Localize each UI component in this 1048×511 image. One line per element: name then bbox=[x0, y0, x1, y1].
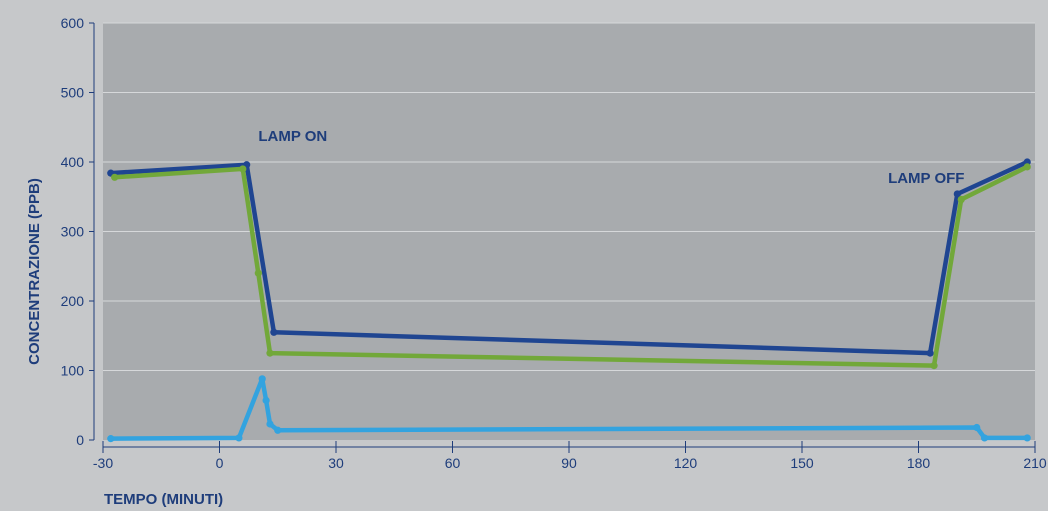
y-tick-label-300: 300 bbox=[61, 224, 85, 240]
x-tick-label--30: -30 bbox=[93, 455, 113, 471]
y-tick-label-200: 200 bbox=[61, 293, 85, 309]
y-tick-label-600: 600 bbox=[61, 15, 85, 31]
series-line-0 bbox=[108, 159, 1030, 356]
series-0-point-3 bbox=[926, 349, 934, 357]
annotation-0: LAMP ON bbox=[258, 128, 327, 145]
series-2-point-8 bbox=[1023, 434, 1031, 442]
series-1-point-5 bbox=[957, 195, 965, 204]
x-tick-label-0: 0 bbox=[216, 455, 224, 471]
series-1 bbox=[111, 163, 1031, 370]
series-2-point-5 bbox=[274, 426, 282, 434]
x-tick-label-120: 120 bbox=[674, 455, 698, 471]
series-2-point-3 bbox=[262, 396, 270, 404]
series-1-point-6 bbox=[1023, 163, 1031, 171]
series-0-point-2 bbox=[270, 328, 278, 336]
annotation-1: LAMP OFF bbox=[888, 170, 964, 187]
y-tick-label-400: 400 bbox=[61, 154, 85, 170]
x-tick-label-180: 180 bbox=[907, 455, 931, 471]
series-1-point-0 bbox=[111, 173, 119, 181]
series-2-point-7 bbox=[980, 434, 989, 442]
y-tick-label-0: 0 bbox=[76, 432, 84, 448]
series-2-point-4 bbox=[266, 420, 274, 428]
x-axis-title: TEMPO (MINUTI) bbox=[104, 491, 223, 508]
x-tick-label-150: 150 bbox=[790, 455, 814, 471]
series-1-point-3 bbox=[266, 349, 274, 357]
y-axis-ticks: 0 100 200 300 400 500 600 bbox=[61, 15, 94, 448]
y-tick-label-500: 500 bbox=[61, 85, 85, 101]
x-tick-label-60: 60 bbox=[445, 455, 461, 471]
x-tick-label-30: 30 bbox=[328, 455, 344, 471]
y-tick-label-100: 100 bbox=[61, 363, 85, 379]
series-2-point-1 bbox=[235, 434, 243, 442]
series-2-point-6 bbox=[973, 423, 981, 432]
series-2 bbox=[107, 375, 1031, 443]
x-axis-ticks: -30 0 30 60 90 120 150 180 210 bbox=[93, 441, 1047, 471]
series-2-point-2 bbox=[258, 375, 266, 383]
x-tick-label-90: 90 bbox=[561, 455, 577, 471]
series-layer bbox=[107, 158, 1031, 443]
series-1-point-4 bbox=[930, 362, 938, 370]
series-0-point-4 bbox=[953, 190, 961, 198]
series-2-point-0 bbox=[107, 435, 115, 443]
x-tick-label-210: 210 bbox=[1023, 455, 1047, 471]
y-axis-title: CONCENTRAZIONE (PPB) bbox=[26, 178, 43, 365]
annotations: LAMP ON LAMP OFF bbox=[258, 128, 964, 187]
series-1-point-2 bbox=[254, 269, 262, 277]
series-1-point-1 bbox=[239, 165, 247, 173]
